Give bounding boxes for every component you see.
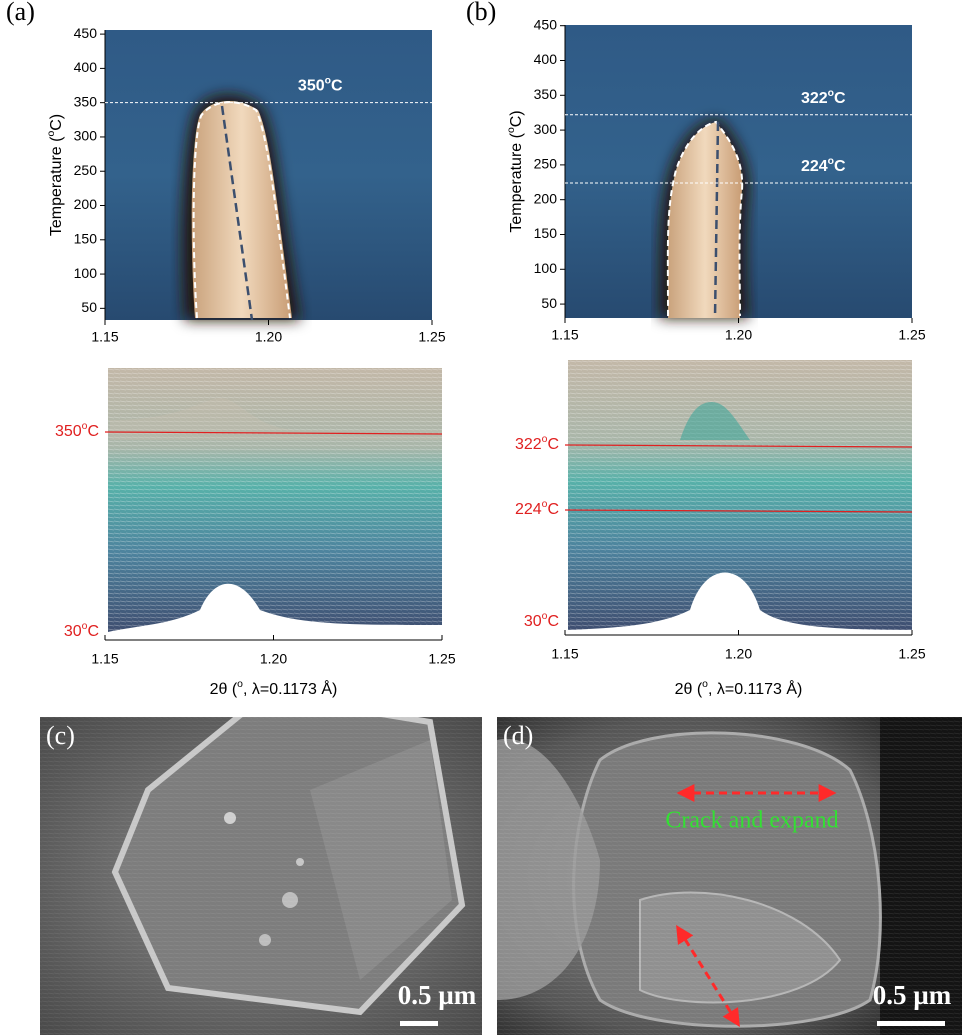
temperature-label: 350oC bbox=[298, 76, 343, 95]
y-tick-label: 100 bbox=[534, 260, 558, 276]
unit: C bbox=[331, 78, 343, 95]
y-axis-label: Temperature (oC) bbox=[506, 110, 525, 232]
y-axis-label-part: C) bbox=[508, 110, 525, 127]
x-axis-label: 2θ (o, λ=0.1173 Å) bbox=[210, 679, 338, 698]
heatmap-image bbox=[565, 25, 912, 318]
unit: C bbox=[87, 623, 99, 640]
scale-bar bbox=[877, 1021, 945, 1026]
temperature-label: 322oC bbox=[801, 88, 846, 107]
temperature-value: 350 bbox=[55, 423, 82, 440]
x-tick-label: 1.15 bbox=[91, 651, 118, 667]
y-tick-label: 250 bbox=[534, 156, 558, 172]
scale-bar-label: 0.5 µm bbox=[398, 980, 477, 1010]
figure: (a) (b) (c) (d) 0.5 µm 0.5 µm Crack and … bbox=[0, 0, 962, 1035]
x-tick-label: 1.25 bbox=[898, 327, 925, 343]
temperature-value: 30 bbox=[64, 623, 82, 640]
y-tick-label: 300 bbox=[74, 128, 98, 144]
unit: C bbox=[834, 158, 846, 175]
y-tick-label: 400 bbox=[534, 51, 558, 67]
temperature-value: 30 bbox=[524, 613, 542, 630]
temperature-value: 322 bbox=[801, 90, 828, 107]
y-tick-label: 200 bbox=[74, 196, 98, 212]
temperature-value: 224 bbox=[515, 501, 542, 518]
annotation: Crack and expand bbox=[665, 808, 838, 834]
temperature-label: 30oC bbox=[64, 621, 99, 640]
y-tick-label: 100 bbox=[74, 265, 98, 281]
scale-bar bbox=[400, 1021, 438, 1026]
temperature-label: 322oC bbox=[515, 434, 559, 453]
y-tick-label: 50 bbox=[541, 295, 557, 311]
scale-bar-label: 0.5 µm bbox=[873, 980, 952, 1010]
x-axis-label: 2θ (o, λ=0.1173 Å) bbox=[675, 679, 803, 698]
unit: C bbox=[87, 423, 99, 440]
x-tick-label: 1.20 bbox=[725, 327, 752, 343]
unit: C bbox=[547, 436, 559, 453]
temperature-label: 350oC bbox=[55, 421, 99, 440]
unit: C bbox=[834, 90, 846, 107]
unit: C bbox=[547, 613, 559, 630]
panel-label: (c) bbox=[46, 721, 75, 750]
y-tick-label: 350 bbox=[534, 86, 558, 102]
y-tick-label: 300 bbox=[534, 121, 558, 137]
y-tick-label: 450 bbox=[74, 25, 98, 41]
x-axis-label-part: 2θ ( bbox=[210, 681, 238, 698]
panel-label: (d) bbox=[503, 721, 533, 750]
temperature-value: 322 bbox=[515, 436, 542, 453]
heatmap-image bbox=[105, 30, 432, 320]
temperature-value: 224 bbox=[801, 158, 828, 175]
x-tick-label: 1.20 bbox=[725, 646, 752, 662]
x-tick-label: 1.25 bbox=[898, 646, 925, 662]
x-tick-label: 1.20 bbox=[255, 329, 282, 345]
unit: C bbox=[547, 501, 559, 518]
x-tick-label: 1.15 bbox=[551, 327, 578, 343]
x-axis-label-part: , λ=0.1173 Å) bbox=[708, 679, 802, 698]
x-axis-label-part: 2θ ( bbox=[675, 681, 703, 698]
waterfall-image bbox=[108, 368, 442, 635]
x-tick-label: 1.15 bbox=[551, 646, 578, 662]
temperature-label: 224oC bbox=[515, 499, 559, 518]
y-tick-label: 250 bbox=[74, 162, 98, 178]
y-axis-label-part: C) bbox=[48, 114, 65, 131]
temperature-label: 30oC bbox=[524, 611, 559, 630]
y-tick-label: 450 bbox=[534, 16, 558, 32]
y-tick-label: 350 bbox=[74, 93, 98, 109]
x-tick-label: 1.15 bbox=[91, 329, 118, 345]
waterfall-image bbox=[568, 360, 912, 630]
y-axis-label-part: Temperature ( bbox=[48, 136, 65, 236]
y-tick-label: 200 bbox=[534, 190, 558, 206]
y-tick-label: 150 bbox=[534, 225, 558, 241]
y-tick-label: 400 bbox=[74, 59, 98, 75]
panel-label: (a) bbox=[6, 0, 35, 26]
x-tick-label: 1.25 bbox=[418, 329, 445, 345]
temperature-value: 350 bbox=[298, 78, 325, 95]
y-axis-label-part: Temperature ( bbox=[508, 132, 525, 232]
temperature-label: 224oC bbox=[801, 156, 846, 175]
x-tick-label: 1.20 bbox=[260, 651, 287, 667]
y-axis-label: Temperature (oC) bbox=[46, 114, 65, 236]
panel-label: (b) bbox=[466, 0, 496, 26]
x-tick-label: 1.25 bbox=[428, 651, 455, 667]
y-tick-label: 50 bbox=[81, 299, 97, 315]
y-tick-label: 150 bbox=[74, 230, 98, 246]
x-axis-label-part: , λ=0.1173 Å) bbox=[243, 679, 337, 698]
